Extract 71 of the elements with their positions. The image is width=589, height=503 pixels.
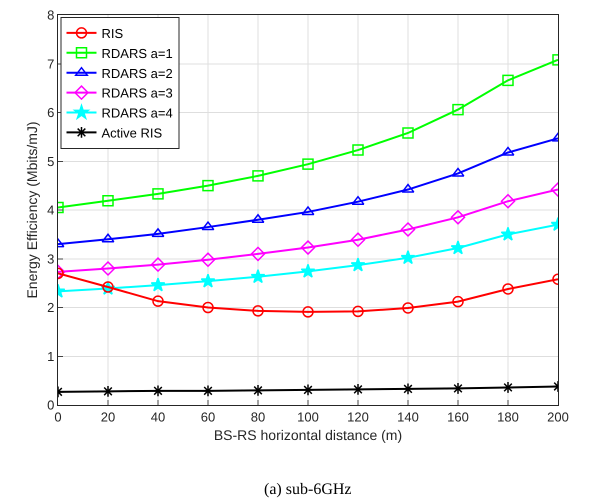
point <box>352 383 364 396</box>
point <box>152 295 164 307</box>
point <box>302 384 314 396</box>
x-tick-label: 100 <box>297 410 319 425</box>
point <box>302 158 314 170</box>
point <box>500 194 516 208</box>
point <box>352 144 364 156</box>
y-tick-label: 2 <box>47 300 54 316</box>
legend-label: RDARS a=1 <box>102 46 173 61</box>
point <box>152 384 164 398</box>
y-tick-label: 5 <box>47 154 54 169</box>
x-tick-label: 200 <box>547 410 569 425</box>
y-tick-label: 1 <box>47 348 54 364</box>
point <box>252 170 264 182</box>
y-tick-label: 7 <box>47 56 54 72</box>
x-tick-label: 140 <box>397 410 419 425</box>
point <box>502 74 514 86</box>
text: (a) sub-6GHz <box>264 481 352 498</box>
point <box>400 222 416 237</box>
y-tick-label: 3 <box>47 251 54 266</box>
legend-label: RDARS a=3 <box>102 86 173 101</box>
x-tick-label: 160 <box>447 410 469 425</box>
point <box>402 382 414 396</box>
point <box>250 246 266 262</box>
x-axis-title: BS-RS horizontal distance (m) <box>214 426 402 443</box>
point <box>152 188 164 200</box>
x-tick-label: 20 <box>100 410 116 425</box>
point <box>202 180 214 192</box>
x-tick-label: 40 <box>150 410 166 425</box>
point <box>502 283 514 295</box>
point <box>100 261 116 276</box>
point <box>102 194 114 206</box>
point <box>452 104 464 116</box>
point <box>200 273 216 288</box>
point <box>452 382 464 395</box>
point <box>352 306 364 318</box>
point <box>300 264 316 278</box>
point <box>150 257 166 272</box>
legend-label: RDARS a=4 <box>102 106 173 121</box>
point <box>250 269 266 284</box>
point <box>252 305 264 317</box>
point <box>500 226 516 241</box>
point <box>452 296 464 308</box>
point <box>350 257 366 272</box>
point <box>150 277 166 292</box>
point <box>450 210 466 225</box>
y-axis-title: Energy Efficiency (Mbits/mJ) <box>24 121 40 299</box>
point <box>350 232 366 247</box>
point <box>402 127 414 139</box>
point <box>402 302 414 314</box>
y-tick-label: 8 <box>47 8 54 23</box>
point <box>102 385 114 398</box>
y-tick-label: 4 <box>47 202 54 218</box>
point <box>202 384 214 398</box>
point <box>400 250 416 264</box>
x-tick-label: 180 <box>497 410 519 425</box>
legend-label: RDARS a=2 <box>102 66 173 81</box>
point <box>302 306 314 318</box>
point <box>202 302 214 314</box>
x-tick-label: 80 <box>250 410 266 425</box>
point <box>502 381 514 394</box>
x-tick-label: 120 <box>347 410 369 425</box>
point <box>252 384 264 397</box>
legend-label: RIS <box>102 26 124 41</box>
y-tick-label: 6 <box>47 105 54 120</box>
point <box>300 240 316 255</box>
y-tick-label: 0 <box>47 398 54 413</box>
legend-label: Active RIS <box>102 125 163 140</box>
x-tick-label: 60 <box>200 410 216 425</box>
point <box>200 252 216 267</box>
point <box>450 240 466 254</box>
